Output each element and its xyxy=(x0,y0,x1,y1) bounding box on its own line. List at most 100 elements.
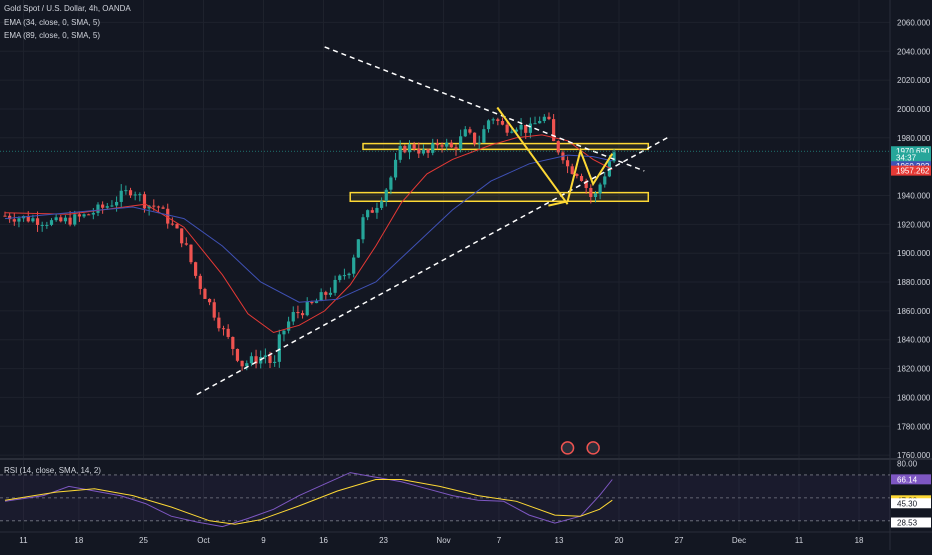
rsi-tick: 45.30 xyxy=(891,498,931,509)
candle-body xyxy=(598,184,602,194)
candle-body xyxy=(254,356,258,364)
price-tag-bg xyxy=(891,165,931,176)
candle-body xyxy=(35,218,40,225)
resistance-zone xyxy=(362,142,650,151)
candle-body xyxy=(519,124,523,130)
price-tag: 34:37 xyxy=(891,152,931,163)
candle-body xyxy=(440,145,444,147)
candle-body xyxy=(156,206,161,208)
candle-body xyxy=(528,123,532,133)
price-tick-label: 2020.000 xyxy=(897,76,931,85)
rsi-tick-label: 66.14 xyxy=(897,475,918,484)
candle-body xyxy=(352,257,356,274)
axis-layer: 2060.000 2040.000 2020.000 2000.000 1980.000… xyxy=(19,18,931,545)
candle-body xyxy=(524,124,528,133)
candle-body xyxy=(328,292,333,295)
time-tick-label: 16 xyxy=(319,536,328,545)
candle-body xyxy=(612,152,616,162)
candle-body xyxy=(68,217,72,225)
candle-body xyxy=(575,174,579,177)
time-tick-label: 27 xyxy=(675,536,684,545)
candle-body xyxy=(40,224,44,226)
candle-body xyxy=(459,136,463,150)
candle-body xyxy=(138,194,142,196)
ema-34-line xyxy=(4,134,613,334)
candle-body xyxy=(398,146,402,160)
price-tag-label: 1957.262 xyxy=(896,167,930,176)
candle-body xyxy=(472,132,477,144)
candle-body xyxy=(417,149,421,154)
time-tick-label: 18 xyxy=(74,536,83,545)
candle-body xyxy=(305,301,309,316)
rsi-tag-bg xyxy=(891,474,931,485)
candle-body xyxy=(101,204,105,208)
time-tick-label: 20 xyxy=(615,536,624,545)
candle-body xyxy=(128,190,133,196)
candle-body xyxy=(119,190,123,202)
candle-body xyxy=(356,239,360,258)
candle-body xyxy=(477,142,481,144)
candle-body xyxy=(147,205,151,209)
candle-body xyxy=(96,204,100,213)
rsi-ma-line xyxy=(4,479,613,525)
rsi-tick-label: 28.53 xyxy=(897,519,918,528)
price-tag-bg xyxy=(891,152,931,163)
candle-body xyxy=(593,193,598,198)
candle-body xyxy=(486,120,491,130)
candle-body xyxy=(17,218,21,222)
candle-body xyxy=(142,194,147,209)
candle-body xyxy=(538,120,542,124)
candle-body xyxy=(217,317,221,329)
candle-body xyxy=(552,119,556,142)
candle-body xyxy=(180,228,184,244)
candle-body xyxy=(291,312,295,322)
time-tick-label: 11 xyxy=(19,536,28,545)
candle-body xyxy=(170,223,174,225)
candle-body xyxy=(449,142,453,148)
time-tick-label: Nov xyxy=(436,536,450,545)
candle-body xyxy=(403,146,407,153)
zone-layer xyxy=(349,142,650,203)
candle-body xyxy=(319,292,323,301)
candle-body xyxy=(184,243,188,245)
candle-body xyxy=(542,116,546,121)
candle-body xyxy=(194,262,198,276)
rsi-line xyxy=(4,472,613,528)
candle-body xyxy=(324,292,328,295)
candle-body xyxy=(314,300,319,304)
candle-body xyxy=(412,144,416,150)
price-tag-label: 34:37 xyxy=(896,154,917,163)
ma-layer xyxy=(4,134,613,334)
price-tick-label: 1940.000 xyxy=(897,192,931,201)
candle-body xyxy=(203,288,207,299)
candle-body xyxy=(226,328,230,337)
candle-body xyxy=(384,189,388,202)
candle-body xyxy=(603,176,607,185)
candle-body xyxy=(31,218,35,222)
candle-body xyxy=(565,160,570,167)
candle-body xyxy=(12,219,16,222)
time-tick-label: 25 xyxy=(139,536,148,545)
event-icon xyxy=(586,441,600,455)
candle-body xyxy=(240,360,244,367)
candle-body xyxy=(505,124,509,133)
projection-down-arrow xyxy=(496,106,569,205)
price-tag: 1970.690 xyxy=(891,146,931,157)
rsi-tick-label: 80.00 xyxy=(897,459,918,468)
candle-body xyxy=(189,244,193,263)
candle-body xyxy=(82,214,86,217)
candle-body xyxy=(370,210,374,213)
time-tick-label: Oct xyxy=(197,536,210,545)
rsi-tick: 66.14 xyxy=(891,474,931,485)
ema-slow-legend: EMA (89, close, 0, SMA, 5) xyxy=(4,31,101,40)
candle-body xyxy=(496,119,500,122)
event-flag-icon xyxy=(586,441,600,455)
candle-body xyxy=(3,215,7,217)
time-tick-label: 13 xyxy=(555,536,564,545)
price-tag-label: 1970.690 xyxy=(896,147,930,156)
candle-body xyxy=(59,217,63,222)
candle-body xyxy=(338,275,342,280)
candle-body xyxy=(263,355,267,358)
support-zone xyxy=(349,191,650,203)
